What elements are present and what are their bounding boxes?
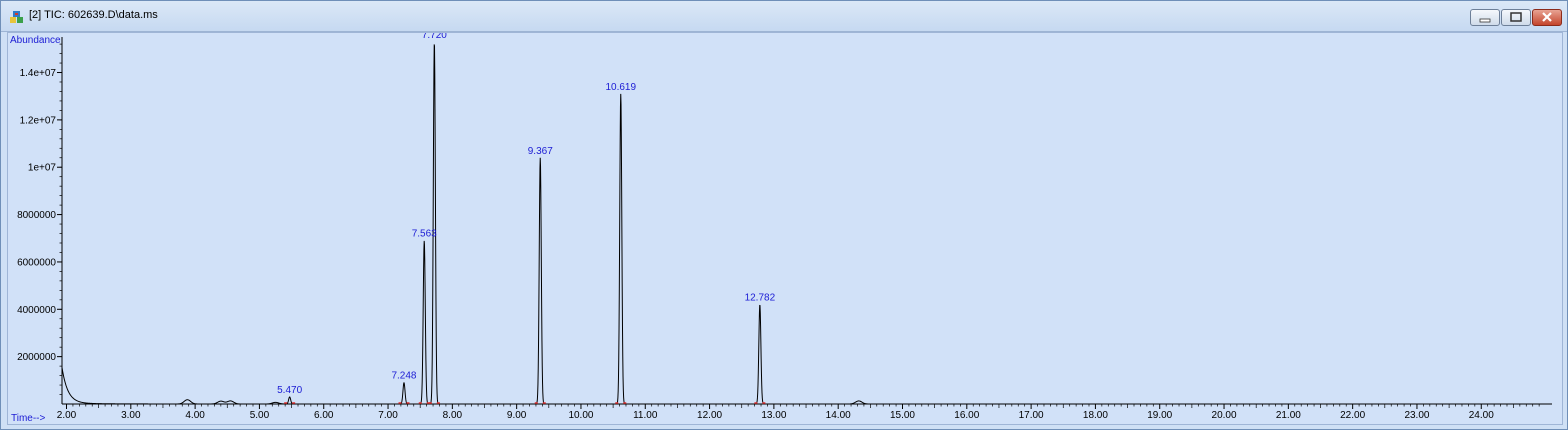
close-button[interactable] (1532, 9, 1562, 26)
x-tick-label: 15.00 (890, 410, 915, 421)
x-tick-label: 6.00 (314, 410, 334, 421)
x-tick-label: 24.00 (1469, 410, 1494, 421)
x-tick-label: 11.00 (633, 410, 658, 421)
y-tick-label: 1e+07 (28, 163, 57, 174)
tic-trace (61, 44, 1552, 405)
peak-label: 9.367 (528, 146, 553, 157)
chromatogram-app-icon (10, 11, 23, 23)
peak-labels: 5.470 7.248 7.563 7.720 9.367 10.619 12.782 (277, 33, 775, 396)
x-tick-label: 20.00 (1212, 410, 1237, 421)
x-tick-label: 3.00 (121, 410, 141, 421)
x-tick-label: 14.00 (826, 410, 851, 421)
y-tick-label: 4000000 (17, 305, 56, 316)
x-tick-label: 19.00 (1147, 410, 1172, 421)
y-tick-label: 1.4e+07 (20, 68, 57, 79)
axes (61, 37, 1552, 405)
axis-ticks: 2.00 3.00 4.00 5.00 6.00 7.00 8.00 9.00 10.00 11.… (17, 43, 1540, 421)
x-tick-label: 8.00 (443, 410, 463, 421)
title-bar[interactable]: [2] TIC: 602639.D\data.ms (1, 1, 1567, 32)
chromatogram-chart: 2.00 3.00 4.00 5.00 6.00 7.00 8.00 9.00 10.00 11.… (10, 33, 1552, 424)
x-tick-label: 9.00 (507, 410, 527, 421)
x-tick-label: 18.00 (1083, 410, 1108, 421)
x-tick-label: 13.00 (761, 410, 786, 421)
y-tick-label: 8000000 (17, 210, 56, 221)
x-tick-label: 16.00 (954, 410, 979, 421)
peak-label: 5.470 (277, 385, 302, 396)
y-tick-label: 6000000 (17, 257, 56, 268)
maximize-icon (1510, 12, 1522, 22)
y-tick-label: 1.2e+07 (20, 115, 57, 126)
x-tick-label: 12.00 (697, 410, 722, 421)
x-tick-label: 22.00 (1340, 410, 1365, 421)
y-tick-label: 2000000 (17, 352, 56, 363)
peak-label: 12.782 (745, 293, 776, 304)
y-axis-label: Abundance (10, 35, 61, 46)
peak-label: 7.563 (412, 229, 437, 240)
x-tick-label: 4.00 (185, 410, 205, 421)
peak-label: 10.619 (605, 82, 636, 93)
x-tick-label: 23.00 (1404, 410, 1429, 421)
peak-label: 7.248 (391, 371, 416, 382)
peak-label: 7.720 (422, 33, 447, 41)
x-tick-label: 5.00 (250, 410, 270, 421)
x-axis-label: Time--> (11, 413, 46, 424)
x-tick-label: 2.00 (57, 410, 77, 421)
tic-line (61, 44, 1552, 405)
maximize-button[interactable] (1501, 9, 1531, 26)
minimize-button[interactable] (1470, 9, 1500, 26)
x-tick-label: 17.00 (1019, 410, 1044, 421)
close-icon (1542, 12, 1552, 22)
x-tick-label: 7.00 (378, 410, 398, 421)
x-tick-label: 10.00 (568, 410, 593, 421)
window-title: [2] TIC: 602639.D\data.ms (29, 9, 158, 21)
minimize-icon (1479, 18, 1491, 23)
x-tick-label: 21.00 (1276, 410, 1301, 421)
plot-area[interactable]: 2.00 3.00 4.00 5.00 6.00 7.00 8.00 9.00 10.00 11.… (7, 32, 1563, 425)
